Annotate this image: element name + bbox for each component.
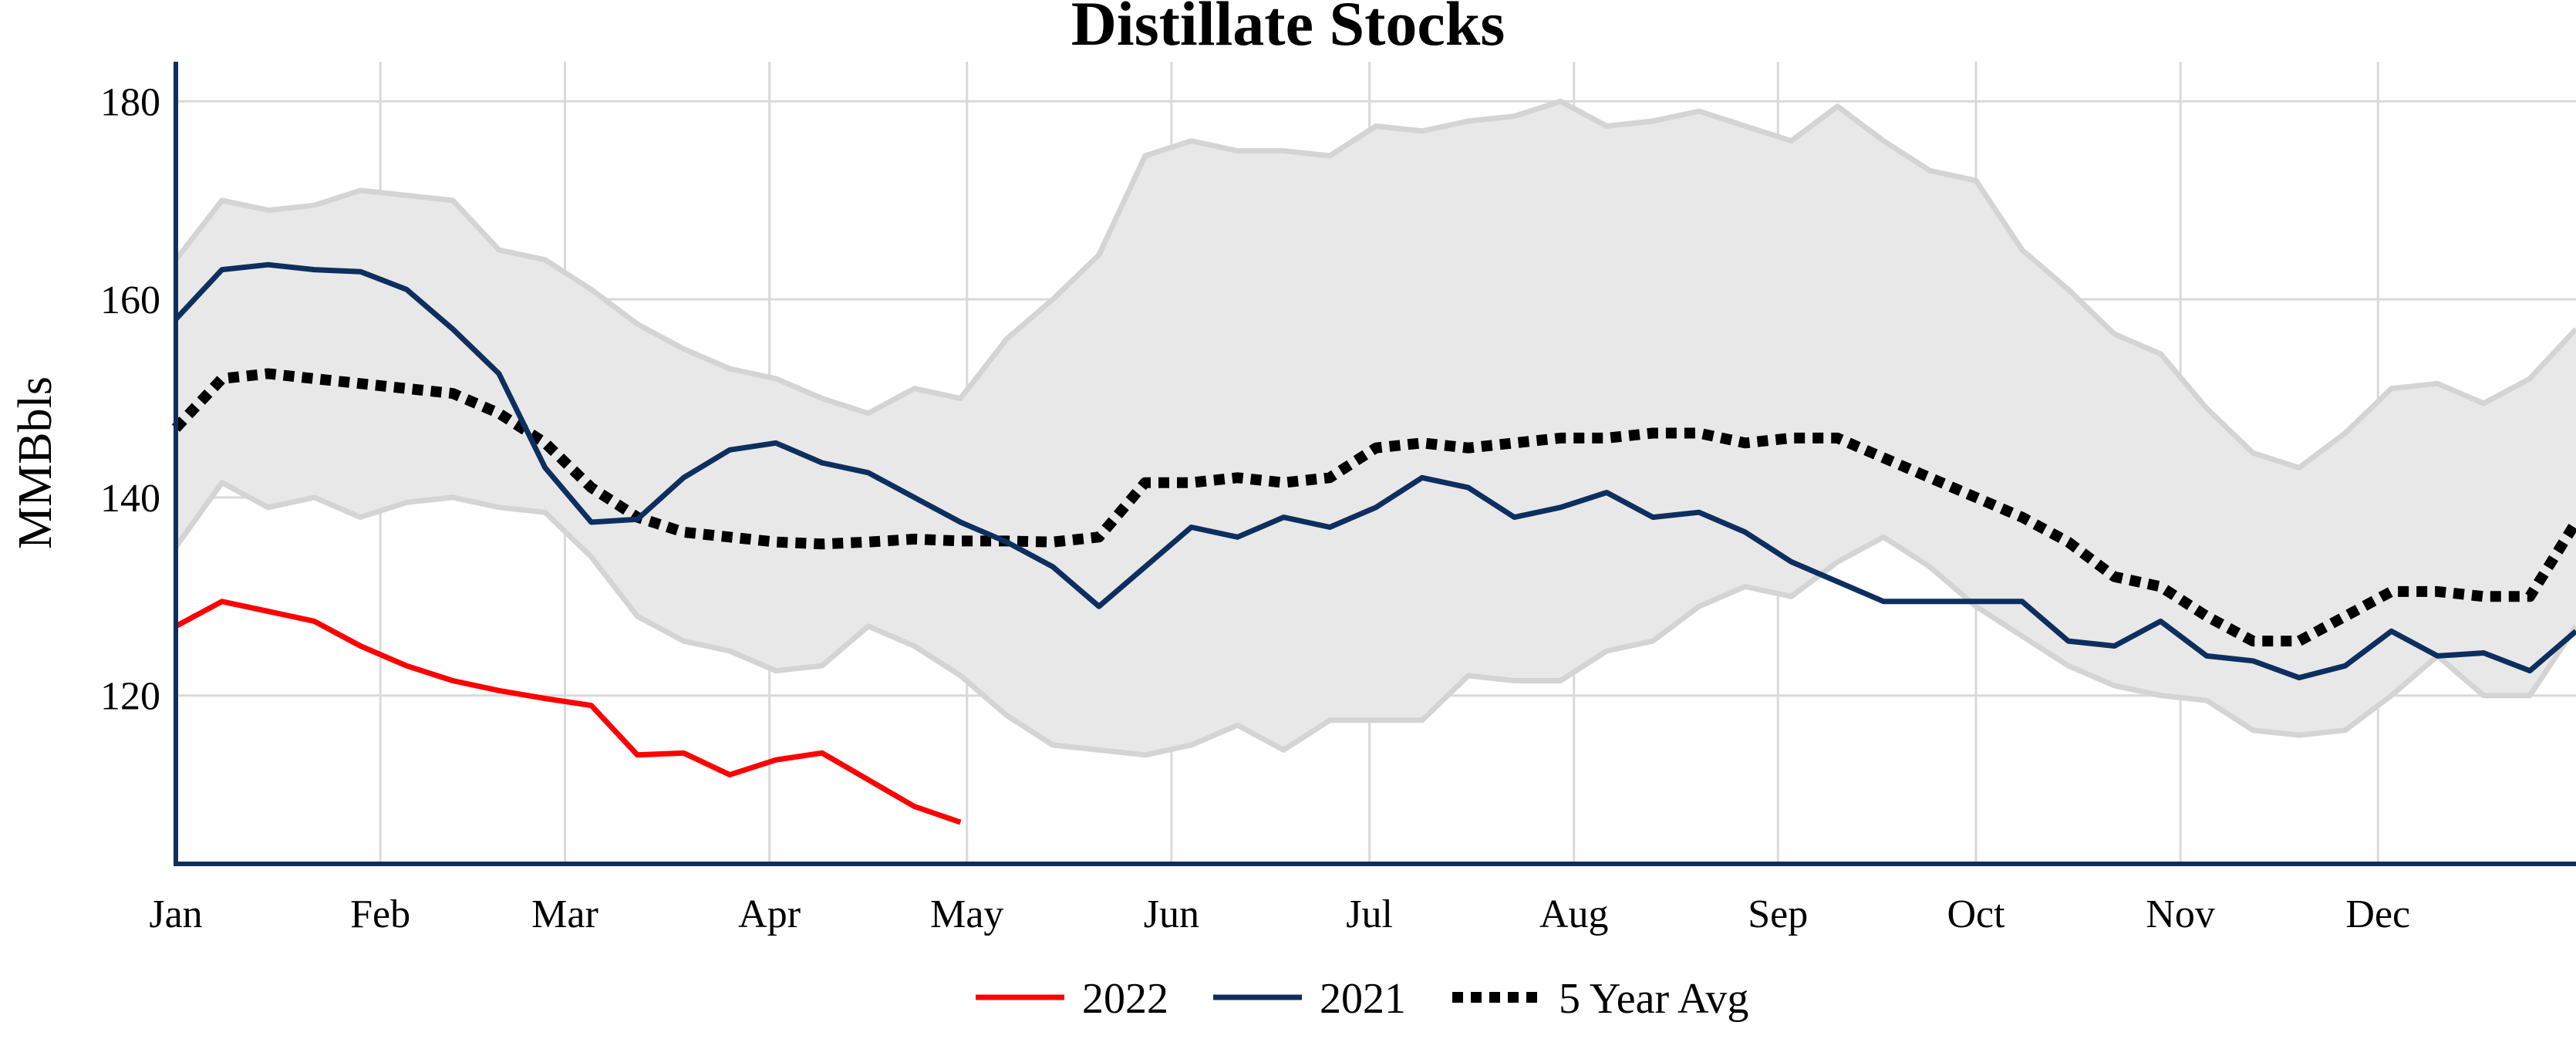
- legend-label-5-year-avg: 5 Year Avg: [1559, 975, 1748, 1023]
- y-tick-label-160: 160: [100, 278, 160, 322]
- x-tick-label-jan: Jan: [149, 892, 202, 936]
- y-tick-label-180: 180: [100, 80, 160, 124]
- x-tick-labels: Jan Feb Mar Apr May Jun Jul Aug Sep Oct Nov Dec: [149, 892, 2410, 936]
- legend-label-2022: 2022: [1082, 975, 1168, 1023]
- y-axis-label: MMBbls: [9, 376, 62, 549]
- x-tick-label-jun: Jun: [1144, 892, 1199, 936]
- band-upper-edge: [174, 98, 2576, 471]
- legend-label-2021: 2021: [1320, 975, 1406, 1023]
- x-tick-label-aug: Aug: [1539, 892, 1609, 936]
- x-tick-label-mar: Mar: [531, 892, 598, 936]
- x-tick-label-dec: Dec: [2345, 892, 2410, 936]
- series-line-2022: [174, 599, 962, 825]
- x-tick-label-nov: Nov: [2146, 892, 2215, 936]
- y-tick-labels: 120 140 160 180: [100, 80, 160, 718]
- legend: 2022 2021 5 Year Avg: [976, 975, 1748, 1023]
- band-lower-edge: [174, 480, 2576, 758]
- x-tick-label-jul: Jul: [1346, 892, 1393, 936]
- band-fill: [176, 101, 2576, 755]
- y-tick-label-120: 120: [100, 675, 160, 719]
- series-line-5-year-avg: [171, 368, 2576, 647]
- series-lines: [171, 261, 2576, 825]
- x-tick-label-oct: Oct: [1947, 892, 2005, 936]
- chart-title: Distillate Stocks: [1071, 0, 1505, 59]
- x-tick-label-feb: Feb: [350, 892, 410, 936]
- five-year-range-band: [174, 98, 2576, 758]
- x-tick-label-may: May: [930, 892, 1003, 936]
- series-line-2021: [174, 261, 2576, 681]
- x-tick-label-apr: Apr: [738, 892, 801, 936]
- x-tick-label-sep: Sep: [1748, 892, 1808, 936]
- axes: [174, 62, 2576, 866]
- y-tick-label-140: 140: [100, 477, 160, 521]
